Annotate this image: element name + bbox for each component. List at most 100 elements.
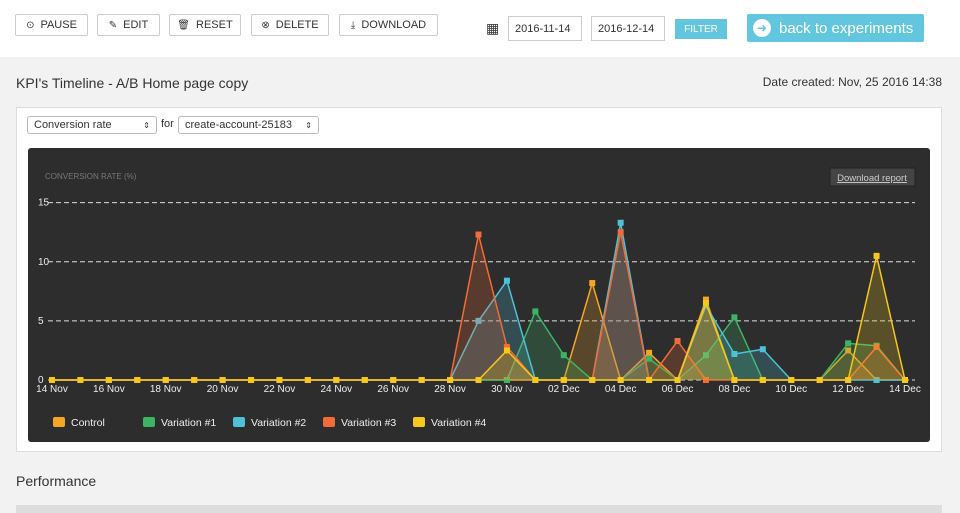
legend-label: Variation #1 [161,417,216,429]
y-tick-label: 15 [38,198,50,209]
data-point [475,377,482,383]
data-point [845,377,852,383]
data-point [902,377,908,383]
select-label: create-account-25183 [185,119,293,131]
y-axis-title: CONVERSION RATE (%) [45,172,137,181]
date-from[interactable]: 2016-11-14 [508,16,582,41]
data-point [759,377,766,383]
x-tick-label: 30 Nov [491,384,523,395]
data-point [759,346,766,353]
data-point [845,340,852,347]
calendar-icon: ▦ [486,20,500,36]
data-point [503,347,510,354]
x-tick-label: 24 Nov [320,384,352,395]
data-point [560,377,567,383]
x-tick-label: 06 Dec [662,384,694,395]
legend-label: Variation #2 [251,417,306,429]
pause-button[interactable]: ⊙ PAUSE [15,14,88,36]
x-tick-label: 20 Nov [207,384,239,395]
data-point [162,377,169,383]
data-point [191,377,198,383]
x-tick-label: 02 Dec [548,384,580,395]
series-area [52,232,905,380]
x-tick-label: 22 Nov [264,384,296,395]
reset-button[interactable]: 🗑 RESET [169,14,241,36]
button-label: EDIT [123,19,149,31]
date-to[interactable]: 2016-12-14 [591,16,665,41]
data-point [788,377,795,383]
date-created: Date created: Nov, 25 2016 14:38 [762,75,942,89]
download-report-button[interactable] [829,167,916,187]
x-tick-label: 16 Nov [93,384,125,395]
series-area [52,222,905,380]
data-point [248,377,255,383]
x-tick-label: 14 Nov [36,384,68,395]
data-point [333,377,340,383]
data-point [617,377,624,383]
data-point [503,277,510,284]
metric-select[interactable]: Conversion rate ⇕ [27,116,157,134]
page-title: KPI's Timeline - A/B Home page copy [16,75,249,91]
x-tick-label: 08 Dec [719,384,751,395]
delete-button[interactable]: ⊗ DELETE [251,14,329,36]
chart: CONVERSION RATE (%) Download report 0 5 10… [28,148,930,442]
performance-bar [16,505,942,513]
data-point [475,317,482,324]
filter-button[interactable]: FILTER [675,19,727,39]
chart-bg [28,148,930,442]
legend-swatch [53,417,65,427]
button-label: PAUSE [40,19,77,31]
section-title: Performance [16,473,97,489]
data-point [418,377,425,383]
data-point [276,377,283,383]
data-point [390,377,397,383]
data-point [816,377,823,383]
data-point [731,314,738,321]
x-tick-label: 18 Nov [150,384,182,395]
data-point [560,352,567,359]
series-area [52,311,905,380]
y-tick-label: 5 [38,316,44,327]
x-tick-label: 12 Dec [832,384,864,395]
legend-swatch [143,417,155,427]
series-area [52,255,905,380]
x-tick-label: 14 Dec [889,384,921,395]
data-point [49,377,55,383]
data-point [589,280,596,287]
back-label: back to experiments [779,19,914,37]
series-area [52,283,905,380]
y-tick-label: 10 [38,257,50,268]
data-point [617,219,624,226]
button-label: RESET [196,19,233,31]
data-point [447,377,454,383]
data-point [475,231,482,238]
button-label: DOWNLOAD [361,19,427,31]
x-tick-label: 26 Nov [377,384,409,395]
legend-label: Control [71,417,105,429]
x-tick-label: 28 Nov [434,384,466,395]
data-point [845,347,852,354]
data-point [702,296,709,303]
goal-select[interactable]: create-account-25183 ⇕ [178,116,319,134]
legend-swatch [323,417,335,427]
data-point [532,308,539,315]
x-tick-label: 04 Dec [605,384,637,395]
data-point [674,377,681,383]
back-button[interactable]: ➜ back to experiments [747,14,924,42]
edit-button[interactable]: ✎ EDIT [97,14,160,36]
data-point [503,377,510,383]
data-point [646,355,653,362]
download-report-label[interactable]: Download report [837,173,907,184]
data-point [646,377,653,383]
download-button[interactable]: ⤓ DOWNLOAD [339,14,438,36]
data-point [361,377,368,383]
data-point [702,300,709,307]
select-label: Conversion rate [34,119,112,131]
data-point [646,349,653,356]
y-tick-label: 0 [38,375,44,386]
data-point [731,350,738,357]
data-point [873,252,880,259]
button-label: DELETE [275,19,319,31]
data-point [702,352,709,359]
